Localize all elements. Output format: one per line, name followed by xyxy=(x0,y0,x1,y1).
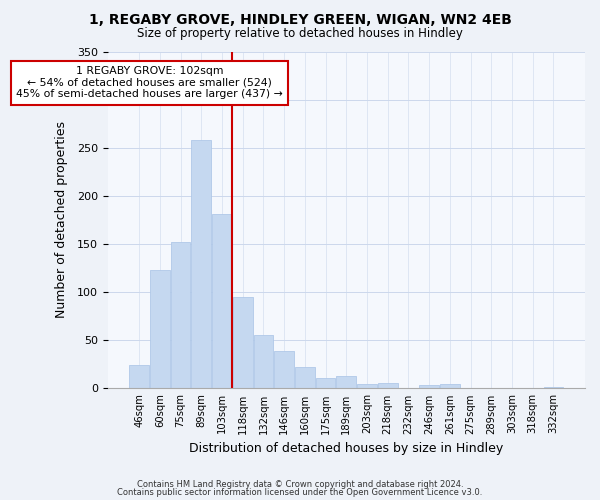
Bar xyxy=(378,382,398,388)
Bar xyxy=(316,378,335,388)
Bar xyxy=(254,336,273,388)
Bar xyxy=(357,384,377,388)
Bar xyxy=(419,384,439,388)
Bar xyxy=(150,270,170,388)
Bar xyxy=(212,214,232,388)
Text: Contains public sector information licensed under the Open Government Licence v3: Contains public sector information licen… xyxy=(118,488,482,497)
Bar xyxy=(129,366,149,388)
Text: Contains HM Land Registry data © Crown copyright and database right 2024.: Contains HM Land Registry data © Crown c… xyxy=(137,480,463,489)
Bar xyxy=(191,140,211,388)
X-axis label: Distribution of detached houses by size in Hindley: Distribution of detached houses by size … xyxy=(189,442,503,455)
Bar xyxy=(274,351,294,389)
Y-axis label: Number of detached properties: Number of detached properties xyxy=(55,122,68,318)
Bar xyxy=(295,368,314,388)
Text: 1, REGABY GROVE, HINDLEY GREEN, WIGAN, WN2 4EB: 1, REGABY GROVE, HINDLEY GREEN, WIGAN, W… xyxy=(89,12,511,26)
Text: Size of property relative to detached houses in Hindley: Size of property relative to detached ho… xyxy=(137,28,463,40)
Bar xyxy=(337,376,356,388)
Bar xyxy=(544,386,563,388)
Bar xyxy=(233,297,253,388)
Bar xyxy=(171,242,190,388)
Bar xyxy=(440,384,460,388)
Text: 1 REGABY GROVE: 102sqm
← 54% of detached houses are smaller (524)
45% of semi-de: 1 REGABY GROVE: 102sqm ← 54% of detached… xyxy=(16,66,283,99)
